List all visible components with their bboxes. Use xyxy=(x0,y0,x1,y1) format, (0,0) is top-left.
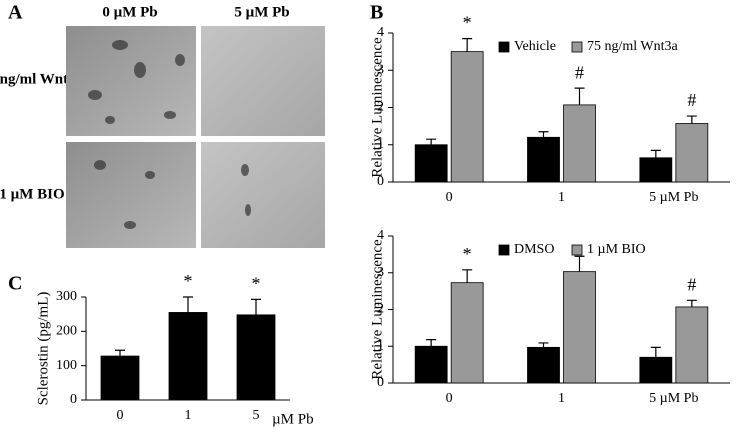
y-tick-label: 4 xyxy=(377,25,384,40)
error-bar xyxy=(462,37,473,52)
error-bar xyxy=(686,299,697,307)
error-bar xyxy=(574,87,585,105)
y-tick-label: 200 xyxy=(56,324,77,339)
bar xyxy=(563,271,596,384)
y-tick-label: 2 xyxy=(377,302,384,317)
y-tick-label: 1 xyxy=(377,137,384,152)
y-axis-label: Sclerostin (pg/mL) xyxy=(35,292,51,406)
bar xyxy=(563,104,596,183)
significance-mark: * xyxy=(252,274,261,294)
legend-swatch xyxy=(498,244,510,256)
legend-swatch xyxy=(571,41,583,53)
error-bar xyxy=(538,131,549,138)
legend-swatch xyxy=(498,41,510,53)
y-tick-label: 0 xyxy=(377,375,384,390)
x-axis-label: µM Pb xyxy=(272,411,314,427)
y-tick-label: 3 xyxy=(377,62,384,77)
x-tick-label: 0 xyxy=(446,391,453,406)
bar xyxy=(639,356,673,384)
significance-mark: # xyxy=(575,62,584,82)
legend-label: 1 µM BIO xyxy=(587,242,646,257)
bar xyxy=(450,51,484,183)
error-bar xyxy=(183,296,193,313)
error-bar xyxy=(538,342,549,348)
legend-label: 75 ng/ml Wnt3a xyxy=(587,39,679,54)
legend-label: DMSO xyxy=(514,242,554,257)
error-bar xyxy=(650,149,661,158)
y-tick-label: 1 xyxy=(377,338,384,353)
significance-mark: # xyxy=(687,90,696,110)
bar xyxy=(527,346,560,384)
x-tick-label: 1 xyxy=(558,190,565,205)
panel-label: B xyxy=(370,2,383,24)
bar xyxy=(450,282,484,384)
bar xyxy=(414,144,448,183)
micrographs xyxy=(66,26,325,248)
bar xyxy=(675,123,709,183)
error-bar xyxy=(426,339,437,347)
error-bar xyxy=(426,138,437,145)
panel-label: A xyxy=(8,2,23,24)
y-tick-label: 2 xyxy=(377,100,384,115)
bar xyxy=(527,136,560,183)
x-tick-label: 5 µM Pb xyxy=(649,391,698,406)
error-bar xyxy=(251,298,261,315)
y-tick-label: 0 xyxy=(377,174,384,189)
error-bar xyxy=(650,346,661,358)
error-bar xyxy=(115,349,125,357)
y-tick-label: 100 xyxy=(56,358,77,373)
column-header: 0 µM Pb xyxy=(102,4,157,20)
y-tick-label: 4 xyxy=(377,228,384,243)
bar xyxy=(639,157,673,183)
y-tick-label: 3 xyxy=(377,265,384,280)
bar xyxy=(236,314,276,401)
error-bar xyxy=(462,269,473,283)
x-tick-label: 1 xyxy=(185,408,192,423)
x-tick-label: 0 xyxy=(117,408,124,423)
x-tick-label: 0 xyxy=(446,190,453,205)
y-tick-label: 300 xyxy=(56,289,77,304)
significance-mark: * xyxy=(184,271,193,291)
error-bar xyxy=(686,115,697,124)
bar xyxy=(675,306,709,384)
y-axis-label: Relative Luminescence xyxy=(369,37,385,178)
bar xyxy=(168,312,208,401)
panel-label: C xyxy=(8,273,22,295)
y-tick-label: 0 xyxy=(70,392,77,407)
row-header: 1 µM BIO xyxy=(0,186,65,202)
x-tick-label: 5 xyxy=(253,408,260,423)
significance-mark: * xyxy=(463,13,472,33)
error-bar xyxy=(574,255,585,272)
bar xyxy=(100,355,140,401)
significance-mark: * xyxy=(463,244,472,264)
significance-mark: # xyxy=(687,274,696,294)
bar xyxy=(414,345,448,384)
legend-label: Vehicle xyxy=(514,39,556,54)
x-tick-label: 1 xyxy=(558,391,565,406)
legend-swatch xyxy=(571,244,583,256)
column-header: 5 µM Pb xyxy=(234,4,289,20)
x-tick-label: 5 µM Pb xyxy=(649,190,698,205)
y-axis-label: Relative Luminescence xyxy=(369,239,385,380)
row-header: 75 ng/ml Wnt3a xyxy=(0,71,84,87)
